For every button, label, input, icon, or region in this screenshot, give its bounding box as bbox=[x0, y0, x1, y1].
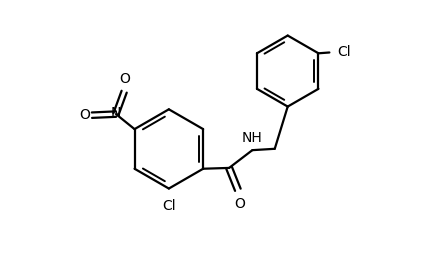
Text: O: O bbox=[119, 72, 130, 86]
Text: Cl: Cl bbox=[337, 46, 351, 60]
Text: O: O bbox=[80, 108, 90, 122]
Text: O: O bbox=[234, 197, 245, 211]
Text: NH: NH bbox=[241, 131, 262, 145]
Text: Cl: Cl bbox=[162, 199, 176, 213]
Text: N: N bbox=[111, 106, 122, 120]
